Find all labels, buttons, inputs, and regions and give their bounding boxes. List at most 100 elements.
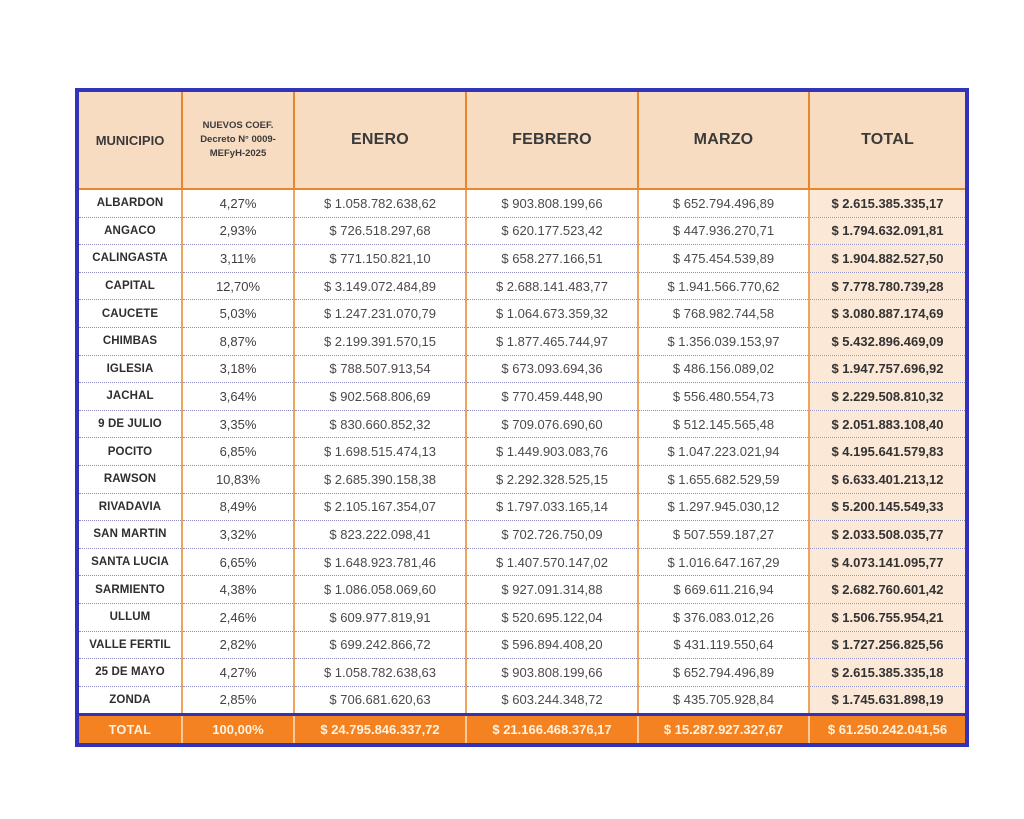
total-cell: $ 4.073.141.095,77 <box>809 547 967 576</box>
municipio-cell: RIVADAVIA <box>77 492 183 521</box>
enero-cell: $ 1.058.782.638,62 <box>294 189 467 218</box>
febrero-cell: $ 903.808.199,66 <box>466 658 639 687</box>
coef-cell: 5,03% <box>182 299 295 328</box>
table-row: VALLE FERTIL 2,82% $ 699.242.866,72 $ 596.8… <box>77 630 967 659</box>
table-row: ANGACO 2,93% $ 726.518.297,68 $ 620.177.523… <box>77 216 967 245</box>
febrero-cell: $ 620.177.523,42 <box>466 216 639 245</box>
municipio-cell: CAUCETE <box>77 299 183 328</box>
municipio-cell: POCITO <box>77 437 183 466</box>
total-febrero-cell: $ 21.166.468.376,17 <box>466 713 639 746</box>
coef-cell: 2,46% <box>182 602 295 631</box>
table-row: IGLESIA 3,18% $ 788.507.913,54 $ 673.093.69… <box>77 354 967 383</box>
enero-cell: $ 699.242.866,72 <box>294 630 467 659</box>
table-row: CHIMBAS 8,87% $ 2.199.391.570,15 $ 1.877.46… <box>77 326 967 356</box>
febrero-cell: $ 673.093.694,36 <box>466 354 639 383</box>
enero-cell: $ 3.149.072.484,89 <box>294 271 467 300</box>
coef-cell: 2,82% <box>182 630 295 659</box>
coef-cell: 3,35% <box>182 409 295 438</box>
marzo-cell: $ 507.559.187,27 <box>638 520 810 549</box>
municipio-cell: IGLESIA <box>77 354 183 383</box>
total-row: TOTAL 100,00% $ 24.795.846.337,72 $ 21.1… <box>77 713 967 746</box>
header-febrero: FEBRERO <box>466 90 639 190</box>
table-row: CALINGASTA 3,11% $ 771.150.821,10 $ 658.277… <box>77 244 967 273</box>
total-marzo-cell: $ 15.287.927.327,67 <box>638 713 810 746</box>
marzo-cell: $ 1.297.945.030,12 <box>638 492 810 521</box>
marzo-cell: $ 431.119.550,64 <box>638 630 810 659</box>
coef-cell: 4,27% <box>182 189 295 218</box>
marzo-cell: $ 669.611.216,94 <box>638 575 810 604</box>
febrero-cell: $ 702.726.750,09 <box>466 520 639 549</box>
total-cell: $ 1.745.631.898,19 <box>809 685 967 715</box>
febrero-cell: $ 770.459.448,90 <box>466 382 639 411</box>
enero-cell: $ 830.660.852,32 <box>294 409 467 438</box>
febrero-cell: $ 1.449.903.083,76 <box>466 437 639 466</box>
coef-cell: 3,64% <box>182 382 295 411</box>
marzo-cell: $ 652.794.496,89 <box>638 189 810 218</box>
marzo-cell: $ 768.982.744,58 <box>638 299 810 328</box>
table-row: 9 DE JULIO 3,35% $ 830.660.852,32 $ 709.076… <box>77 409 967 438</box>
marzo-cell: $ 376.083.012,26 <box>638 602 810 631</box>
table-row: JACHAL 3,64% $ 902.568.806,69 $ 770.459.448… <box>77 382 967 411</box>
marzo-cell: $ 1.356.039.153,97 <box>638 326 810 356</box>
coef-cell: 3,32% <box>182 520 295 549</box>
table-row: RIVADAVIA 8,49% $ 2.105.167.354,07 $ 1.797.… <box>77 492 967 521</box>
febrero-cell: $ 1.877.465.744,97 <box>466 326 639 356</box>
febrero-cell: $ 1.407.570.147,02 <box>466 547 639 576</box>
table-body: ALBARDON 4,27% $ 1.058.782.638,62 $ 903.808… <box>77 189 967 715</box>
table-row: CAPITAL 12,70% $ 3.149.072.484,89 $ 2.688.1… <box>77 271 967 300</box>
febrero-cell: $ 596.894.408,20 <box>466 630 639 659</box>
enero-cell: $ 609.977.819,91 <box>294 602 467 631</box>
marzo-cell: $ 1.655.682.529,59 <box>638 464 810 494</box>
table-row: CAUCETE 5,03% $ 1.247.231.070,79 $ 1.064.67… <box>77 299 967 328</box>
municipio-cell: SANTA LUCIA <box>77 547 183 576</box>
total-cell: $ 2.682.760.601,42 <box>809 575 967 604</box>
municipio-cell: CALINGASTA <box>77 244 183 273</box>
municipio-cell: 25 DE MAYO <box>77 658 183 687</box>
municipio-cell: CHIMBAS <box>77 326 183 356</box>
coef-cell: 12,70% <box>182 271 295 300</box>
coef-cell: 2,93% <box>182 216 295 245</box>
municipio-cell: VALLE FERTIL <box>77 630 183 659</box>
total-enero-cell: $ 24.795.846.337,72 <box>294 713 467 746</box>
total-coef-cell: 100,00% <box>182 713 295 746</box>
marzo-cell: $ 512.145.565,48 <box>638 409 810 438</box>
coef-cell: 8,87% <box>182 326 295 356</box>
total-cell: $ 1.904.882.527,50 <box>809 244 967 273</box>
header-coef-line3: MEFyH-2025 <box>209 148 267 160</box>
marzo-cell: $ 486.156.089,02 <box>638 354 810 383</box>
municipio-cell: ULLUM <box>77 602 183 631</box>
febrero-cell: $ 1.064.673.359,32 <box>466 299 639 328</box>
total-cell: $ 7.778.780.739,28 <box>809 271 967 300</box>
febrero-cell: $ 658.277.166,51 <box>466 244 639 273</box>
enero-cell: $ 1.698.515.474,13 <box>294 437 467 466</box>
municipio-cell: ALBARDON <box>77 189 183 218</box>
febrero-cell: $ 2.292.328.525,15 <box>466 464 639 494</box>
header-municipio: MUNICIPIO <box>77 90 183 190</box>
febrero-cell: $ 709.076.690,60 <box>466 409 639 438</box>
table-row: SAN MARTIN 3,32% $ 823.222.098,41 $ 702.726… <box>77 520 967 549</box>
header-total: TOTAL <box>809 90 967 190</box>
enero-cell: $ 2.105.167.354,07 <box>294 492 467 521</box>
marzo-cell: $ 1.016.647.167,29 <box>638 547 810 576</box>
coef-cell: 3,18% <box>182 354 295 383</box>
enero-cell: $ 823.222.098,41 <box>294 520 467 549</box>
header-coef-line1: NUEVOS COEF. <box>202 119 274 131</box>
coef-cell: 4,38% <box>182 575 295 604</box>
header-row: MUNICIPIO NUEVOS COEF. Decreto N° 0009- … <box>77 90 967 190</box>
total-cell: $ 1.506.755.954,21 <box>809 602 967 631</box>
enero-cell: $ 2.199.391.570,15 <box>294 326 467 356</box>
table-row: 25 DE MAYO 4,27% $ 1.058.782.638,63 $ 903.8… <box>77 658 967 687</box>
header-marzo: MARZO <box>638 90 810 190</box>
enero-cell: $ 771.150.821,10 <box>294 244 467 273</box>
total-cell: $ 2.033.508.035,77 <box>809 520 967 549</box>
header-nuevos-coef: NUEVOS COEF. Decreto N° 0009- MEFyH-2025 <box>182 90 295 190</box>
municipio-cell: ZONDA <box>77 685 183 715</box>
coef-cell: 4,27% <box>182 658 295 687</box>
marzo-cell: $ 556.480.554,73 <box>638 382 810 411</box>
coef-cell: 2,85% <box>182 685 295 715</box>
enero-cell: $ 902.568.806,69 <box>294 382 467 411</box>
febrero-cell: $ 2.688.141.483,77 <box>466 271 639 300</box>
total-cell: $ 5.432.896.469,09 <box>809 326 967 356</box>
marzo-cell: $ 652.794.496,89 <box>638 658 810 687</box>
